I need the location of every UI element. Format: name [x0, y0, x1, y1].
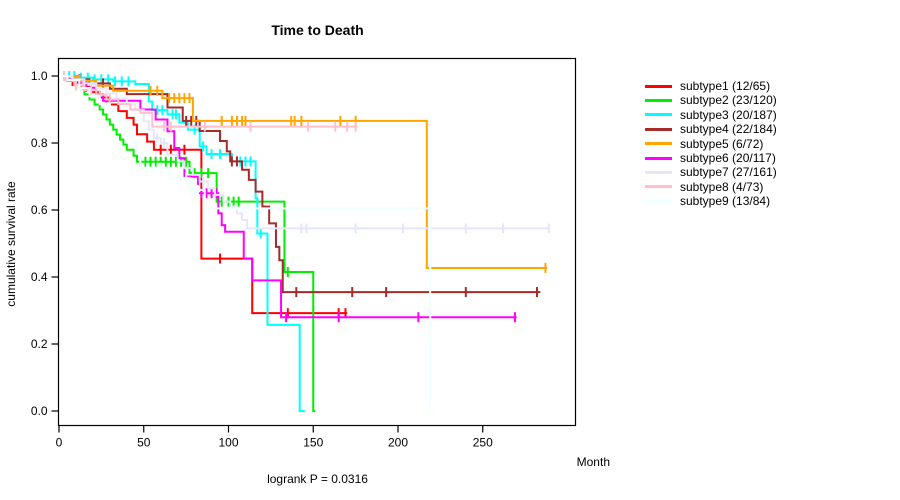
logrank-annotation: logrank P = 0.0316	[267, 472, 368, 486]
legend-label: subtype6 (20/117)	[680, 150, 776, 165]
survival-curve-subtype7	[59, 75, 551, 230]
legend-item-subtype9: subtype9 (13/84)	[645, 194, 895, 208]
legend-line-swatch	[645, 127, 672, 131]
legend-line-swatch	[645, 84, 672, 88]
legend-line-swatch	[645, 185, 672, 189]
legend-item-subtype1: subtype1 (12/65)	[645, 79, 895, 93]
legend-line-swatch	[645, 171, 672, 175]
survival-curve-subtype3	[59, 75, 305, 412]
legend-line-swatch	[645, 199, 672, 203]
y-tick-label: 1.0	[31, 69, 48, 83]
censor-marks-subtype7	[156, 132, 550, 234]
censor-marks-subtype5	[149, 85, 547, 273]
y-tick-label: 0.2	[31, 337, 48, 351]
legend-line-swatch	[645, 156, 672, 160]
x-tick-label: 0	[56, 436, 63, 450]
legend-label: subtype2 (23/120)	[680, 93, 777, 108]
legend-item-subtype6: subtype6 (20/117)	[645, 151, 895, 165]
legend: subtype1 (12/65) subtype2 (23/120) subtype…	[645, 79, 895, 209]
legend-item-subtype2: subtype2 (23/120)	[645, 93, 895, 107]
legend-label: subtype3 (20/187)	[680, 107, 777, 122]
legend-line-swatch	[645, 99, 672, 103]
legend-item-subtype4: subtype4 (22/184)	[645, 122, 895, 136]
legend-label: subtype5 (6/72)	[680, 136, 764, 151]
x-axis-label: Month	[576, 455, 610, 469]
x-tick-label: 250	[473, 436, 493, 450]
legend-label: subtype1 (12/65)	[680, 79, 771, 93]
legend-line-swatch	[645, 113, 672, 117]
y-tick-label: 0.8	[31, 136, 48, 150]
plot-title: Time to Death	[271, 22, 364, 38]
x-tick-label: 100	[218, 436, 238, 450]
legend-label: subtype9 (13/84)	[680, 194, 771, 209]
legend-label: subtype4 (22/184)	[680, 122, 777, 137]
legend-item-subtype3: subtype3 (20/187)	[645, 108, 895, 122]
censor-marks-subtype6	[200, 188, 516, 323]
censor-marks-subtype4	[78, 74, 538, 298]
survival-curve-subtype9	[59, 75, 434, 412]
y-tick-label: 0.0	[31, 404, 48, 418]
legend-label: subtype8 (4/73)	[680, 179, 764, 194]
y-tick-label: 0.6	[31, 203, 48, 217]
x-tick-label: 200	[388, 436, 408, 450]
legend-item-subtype8: subtype8 (4/73)	[645, 180, 895, 194]
survival-curve-subtype8	[59, 75, 358, 128]
x-tick-label: 50	[137, 436, 151, 450]
legend-label: subtype7 (27/161)	[680, 165, 777, 180]
y-tick-label: 0.4	[31, 270, 48, 284]
x-tick-label: 150	[303, 436, 323, 450]
legend-item-subtype5: subtype5 (6/72)	[645, 137, 895, 151]
legend-item-subtype7: subtype7 (27/161)	[645, 165, 895, 179]
survival-curve-subtype4	[59, 75, 541, 294]
legend-line-swatch	[645, 142, 672, 146]
plot-box	[57, 57, 577, 427]
censor-marks-subtype9	[146, 162, 250, 214]
